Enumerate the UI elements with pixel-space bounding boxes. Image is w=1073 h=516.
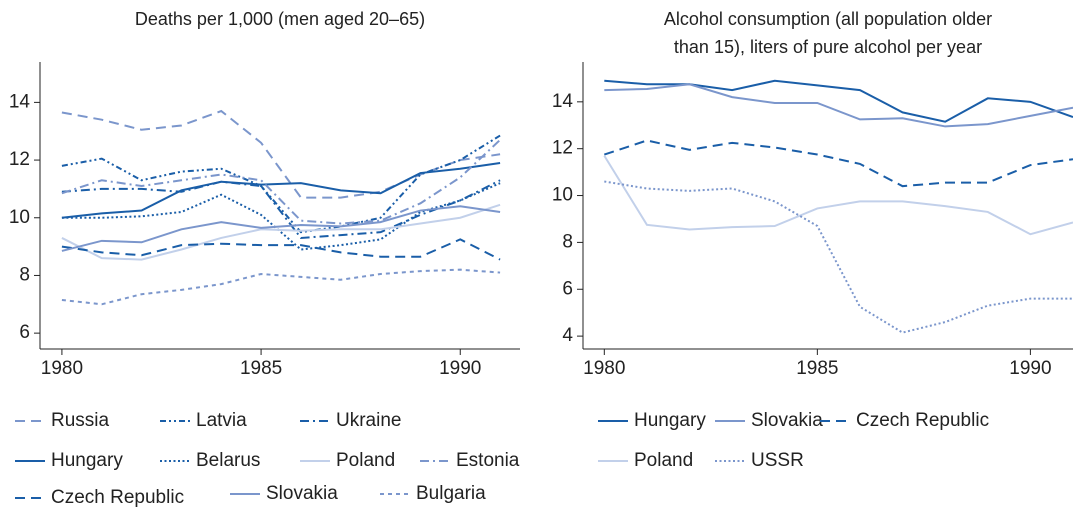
legend-label: Hungary: [634, 410, 706, 431]
legend-label: Bulgaria: [416, 483, 486, 504]
chart-title: than 15), liters of pure alcohol per yea…: [674, 37, 982, 57]
series-line: [61, 205, 501, 252]
x-tick-label: 1980: [583, 358, 625, 379]
y-tick-label: 8: [19, 264, 30, 285]
y-tick-label: 6: [19, 322, 30, 343]
legend-label: Estonia: [456, 450, 520, 471]
series-line: [603, 139, 1073, 188]
y-tick-label: 14: [9, 91, 31, 112]
legend-label: USSR: [751, 450, 804, 471]
legend-label: Ukraine: [336, 410, 401, 431]
x-tick-label: 1985: [240, 358, 282, 379]
legend-label: Hungary: [51, 450, 123, 471]
series-line: [61, 139, 501, 225]
series-line: [604, 180, 1073, 334]
y-tick-label: 14: [552, 91, 574, 112]
chart-title: Alcohol consumption (all population olde…: [664, 9, 992, 29]
y-tick-label: 12: [9, 149, 30, 170]
series-line: [61, 238, 501, 261]
series-line: [61, 109, 501, 199]
series-line: [61, 161, 501, 219]
x-tick-label: 1980: [41, 358, 83, 379]
legend-label: Latvia: [196, 410, 247, 431]
legend-label: Russia: [51, 410, 110, 431]
legend-label: Poland: [336, 450, 395, 471]
y-tick-label: 6: [562, 278, 573, 299]
y-tick-label: 12: [552, 138, 573, 159]
legend-label: Poland: [634, 450, 693, 471]
y-tick-label: 10: [552, 185, 573, 206]
series-line: [61, 203, 501, 261]
legend-label: Slovakia: [751, 410, 823, 431]
legend-label: Belarus: [196, 450, 260, 471]
y-tick-label: 10: [9, 207, 30, 228]
legend-label: Slovakia: [266, 483, 338, 504]
x-tick-label: 1985: [796, 358, 838, 379]
y-tick-label: 8: [562, 231, 573, 252]
y-tick-label: 4: [562, 325, 573, 346]
series-line: [61, 134, 501, 234]
chart-title: Deaths per 1,000 (men aged 20–65): [135, 9, 425, 29]
series-line: [604, 83, 1073, 128]
series-line: [61, 268, 501, 306]
legend-label: Czech Republic: [51, 487, 184, 508]
x-tick-label: 1990: [439, 358, 481, 379]
legend-label: Czech Republic: [856, 410, 989, 431]
series-line: [603, 155, 1073, 236]
x-tick-label: 1990: [1009, 358, 1051, 379]
series-line: [61, 179, 501, 239]
